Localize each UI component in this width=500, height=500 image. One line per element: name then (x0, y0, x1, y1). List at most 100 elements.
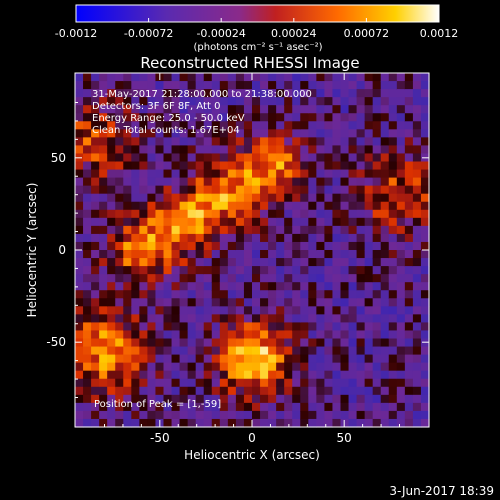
heatmap-cell (420, 378, 430, 388)
heatmap-cell (372, 418, 382, 428)
heatmap-cell (219, 418, 229, 428)
heatmap-cell (219, 81, 229, 90)
heatmap-cell (372, 322, 382, 332)
heatmap-cell (155, 306, 165, 315)
heatmap-cell (75, 402, 84, 412)
heatmap-cell (131, 105, 140, 114)
heatmap-cell (107, 105, 116, 114)
heatmap-cell (227, 338, 237, 348)
heatmap-cell (99, 81, 108, 90)
heatmap-cell (83, 185, 92, 195)
heatmap-cell (163, 73, 173, 82)
heatmap-cell (276, 410, 285, 420)
colorbar-tick-label: -0.00024 (196, 27, 245, 40)
heatmap-cell (131, 402, 140, 412)
heatmap-cell (83, 97, 92, 106)
heatmap-cell (203, 113, 213, 122)
heatmap-cell (195, 89, 205, 98)
heatmap-cell (252, 81, 261, 90)
heatmap-cell (75, 217, 84, 227)
heatmap-cell (356, 73, 366, 82)
heatmap-cell (308, 137, 317, 147)
heatmap-cell (276, 394, 285, 404)
heatmap-cell (179, 161, 189, 171)
heatmap-cell (372, 306, 382, 315)
heatmap-cell (348, 177, 358, 187)
heatmap-cell (227, 209, 237, 219)
heatmap-cell (235, 137, 245, 147)
heatmap-cell (235, 250, 245, 259)
heatmap-cell (163, 282, 173, 291)
heatmap-cell (308, 354, 317, 364)
heatmap-cell (203, 354, 213, 364)
heatmap-cell (412, 338, 422, 348)
heatmap-cell (252, 73, 261, 82)
heatmap-cell (147, 258, 157, 267)
heatmap-cell (195, 137, 205, 147)
heatmap-cell (163, 241, 173, 251)
heatmap-cell (179, 241, 189, 251)
heatmap-cell (187, 314, 197, 324)
heatmap-cell (243, 193, 253, 203)
heatmap-cell (131, 113, 140, 122)
heatmap-cell (227, 129, 237, 138)
heatmap-cell (187, 274, 197, 283)
heatmap-cell (219, 145, 229, 155)
heatmap-cell (131, 346, 140, 356)
heatmap-cell (107, 121, 116, 130)
heatmap-cell (131, 225, 140, 235)
heatmap-cell (276, 266, 285, 275)
heatmap-cell (364, 290, 374, 299)
heatmap-cell (332, 89, 342, 98)
heatmap-cell (187, 113, 197, 122)
heatmap-cell (308, 121, 317, 130)
heatmap-cell (155, 121, 165, 130)
heatmap-cell (123, 330, 132, 340)
heatmap-cell (380, 298, 390, 307)
heatmap-cell (252, 298, 261, 307)
heatmap-cell (324, 225, 334, 235)
heatmap-cell (147, 266, 157, 275)
heatmap-cell (260, 250, 269, 259)
heatmap-cell (171, 346, 181, 356)
heatmap-cell (260, 290, 269, 299)
heatmap-cell (147, 105, 157, 114)
heatmap-cell (243, 225, 253, 235)
heatmap-cell (332, 394, 342, 404)
heatmap-cell (324, 185, 334, 195)
heatmap-cell (364, 346, 374, 356)
heatmap-cell (163, 81, 173, 90)
heatmap-cell (316, 250, 326, 259)
heatmap-cell (308, 113, 317, 122)
heatmap-cell (340, 418, 350, 428)
heatmap-cell (91, 378, 100, 388)
heatmap-cell (187, 153, 197, 163)
x-axis-label: Heliocentric X (arcsec) (184, 448, 320, 462)
heatmap-cell (292, 241, 301, 251)
heatmap-cell (316, 354, 326, 364)
heatmap-cell (123, 193, 132, 203)
heatmap-cell (147, 386, 157, 396)
heatmap-cell (107, 250, 116, 259)
heatmap-cell (380, 290, 390, 299)
heatmap-cell (252, 89, 261, 98)
heatmap-cell (332, 169, 342, 179)
heatmap-cell (388, 129, 398, 138)
heatmap-cell (235, 209, 245, 219)
heatmap-cell (75, 266, 84, 275)
heatmap-cell (300, 370, 309, 380)
heatmap-cell (300, 322, 309, 332)
heatmap-cell (155, 394, 165, 404)
heatmap-cell (252, 129, 261, 138)
heatmap-cell (348, 161, 358, 171)
heatmap-cell (372, 258, 382, 267)
heatmap-cell (260, 217, 269, 227)
heatmap-cell (316, 201, 326, 211)
x-tick-label: 0 (248, 431, 256, 445)
heatmap-cell (123, 73, 132, 82)
heatmap-cell (131, 266, 140, 275)
heatmap-cell (252, 105, 261, 114)
heatmap-cell (308, 241, 317, 251)
heatmap-cell (332, 225, 342, 235)
heatmap-cell (412, 233, 422, 243)
